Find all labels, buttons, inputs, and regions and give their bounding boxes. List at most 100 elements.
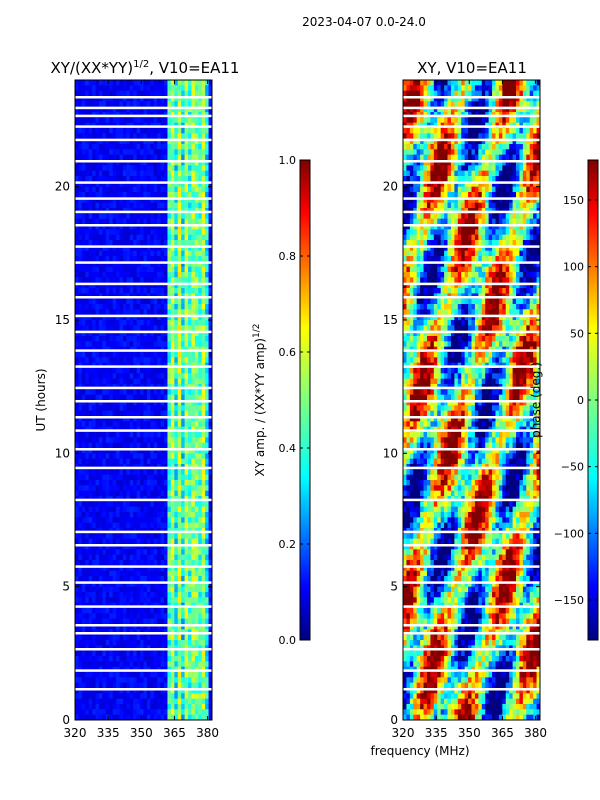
heatmap-cell	[205, 234, 209, 241]
heatmap-cell	[167, 400, 172, 406]
heatmap-cell	[164, 149, 168, 156]
heatmap-cell	[140, 405, 144, 412]
heatmap-cell	[167, 138, 172, 145]
heatmap-cell	[126, 330, 131, 337]
heatmap-cell	[160, 698, 165, 705]
heatmap-cell	[75, 202, 79, 209]
heatmap-cell	[184, 320, 189, 326]
heatmap-cell	[146, 533, 151, 540]
heatmap-cell	[95, 714, 100, 720]
heatmap-cell	[112, 117, 117, 124]
heatmap-cell	[116, 608, 120, 614]
heatmap-cell	[95, 170, 100, 177]
heatmap-cell	[181, 106, 185, 113]
heatmap-cell	[164, 613, 168, 620]
heatmap-cell	[174, 106, 179, 113]
heatmap-cell	[164, 597, 168, 604]
heatmap-cell	[102, 133, 107, 140]
heatmap-cell	[160, 400, 165, 406]
heatmap-cell	[98, 688, 103, 694]
heatmap-cell	[105, 480, 110, 486]
heatmap-cell	[160, 314, 165, 321]
heatmap-cell	[122, 437, 127, 444]
heatmap-cell	[133, 448, 138, 454]
heatmap-cell	[198, 90, 203, 97]
heatmap-cell	[143, 677, 148, 684]
heatmap-cell	[92, 170, 96, 177]
heatmap-cell	[92, 117, 96, 124]
heatmap-cell	[198, 581, 203, 588]
heatmap-cell	[153, 144, 158, 150]
heatmap-cell	[119, 538, 124, 545]
heatmap-cell	[208, 576, 212, 582]
heatmap-cell	[198, 586, 203, 593]
heatmap-cell	[201, 661, 206, 668]
heatmap-cell	[95, 634, 100, 641]
heatmap-cell	[81, 298, 86, 305]
heatmap-cell	[98, 709, 103, 716]
heatmap-cell	[102, 154, 107, 161]
heatmap-cell	[153, 640, 158, 646]
heatmap-cell	[140, 576, 144, 582]
heatmap-cell	[81, 128, 86, 134]
heatmap-cell	[88, 437, 93, 444]
heatmap-cell	[201, 522, 206, 529]
heatmap-cell	[146, 181, 151, 188]
heatmap-cell	[181, 186, 185, 193]
heatmap-cell	[184, 256, 189, 262]
heatmap-cell	[170, 234, 175, 241]
heatmap-cell	[140, 80, 144, 86]
heatmap-cell	[81, 245, 86, 252]
heatmap-cell	[174, 250, 179, 257]
colorbar-tick-label: 0.4	[279, 442, 297, 455]
heatmap-cell	[136, 506, 141, 513]
heatmap-cell	[201, 261, 206, 268]
heatmap-cell	[208, 320, 212, 326]
heatmap-cell	[140, 213, 144, 220]
heatmap-cell	[88, 576, 93, 582]
heatmap-cell	[136, 448, 141, 454]
heatmap-cell	[126, 709, 131, 716]
heatmap-cell	[109, 154, 114, 161]
heatmap-cell	[194, 656, 199, 662]
heatmap-cell	[170, 309, 175, 316]
heatmap-cell	[140, 410, 144, 417]
heatmap-cell	[167, 613, 172, 620]
heatmap-cell	[140, 197, 144, 204]
heatmap-cell	[160, 160, 165, 166]
heatmap-cell	[95, 229, 100, 236]
heatmap-cell	[126, 176, 131, 182]
heatmap-cell	[208, 314, 212, 321]
heatmap-cell	[208, 709, 212, 716]
heatmap-cell	[126, 304, 131, 310]
heatmap-cell	[157, 154, 162, 161]
heatmap-cell	[177, 218, 182, 225]
heatmap-cell	[126, 165, 131, 172]
heatmap-cell	[184, 96, 189, 102]
heatmap-cell	[194, 117, 199, 124]
heatmap-cell	[150, 650, 155, 657]
heatmap-cell	[133, 378, 138, 385]
heatmap-cell	[129, 485, 134, 492]
heatmap-cell	[98, 298, 103, 305]
heatmap-cell	[81, 368, 86, 374]
heatmap-cell	[184, 170, 189, 177]
heatmap-cell	[181, 416, 185, 422]
heatmap-cell	[105, 698, 110, 705]
heatmap-cell	[153, 229, 158, 236]
heatmap-cell	[122, 522, 127, 529]
heatmap-cell	[105, 90, 110, 97]
x-tick-label: 365	[163, 726, 186, 740]
heatmap-cell	[92, 512, 96, 518]
heatmap-cell	[126, 298, 131, 305]
heatmap-cell	[150, 314, 155, 321]
heatmap-cell	[201, 538, 206, 545]
heatmap-cell	[188, 186, 192, 193]
heatmap-cell	[95, 154, 100, 161]
heatmap-cell	[423, 85, 428, 92]
heatmap-cell	[174, 554, 179, 561]
heatmap-cell	[129, 117, 134, 124]
heatmap-cell	[164, 96, 168, 102]
heatmap-cell	[78, 282, 83, 289]
heatmap-cell	[198, 304, 203, 310]
